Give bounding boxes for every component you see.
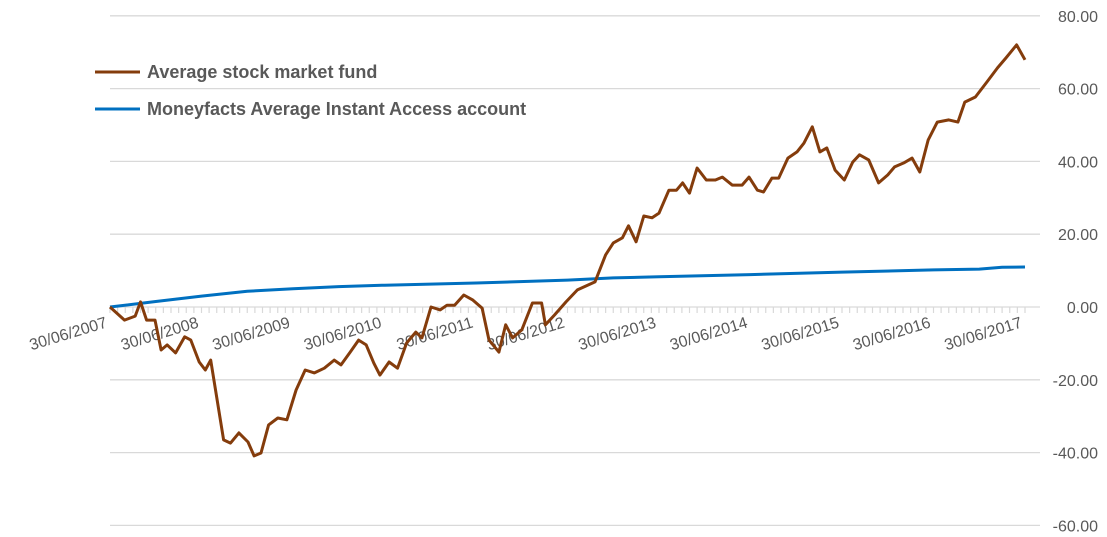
x-tick-label: 30/06/2015 bbox=[760, 315, 842, 355]
series-line-instant-access bbox=[109, 265, 1026, 309]
legend: Average stock market fund Moneyfacts Ave… bbox=[95, 62, 526, 119]
x-tick-label: 30/06/2007 bbox=[28, 315, 110, 355]
y-tick-label: -20.00 bbox=[1053, 373, 1098, 390]
x-tick-label: 30/06/2014 bbox=[668, 315, 750, 355]
legend-item-instant-access: Moneyfacts Average Instant Access accoun… bbox=[95, 99, 526, 119]
x-tick-label: 30/06/2016 bbox=[851, 315, 933, 355]
x-tick-label: 30/06/2017 bbox=[943, 315, 1025, 355]
y-axis: 80.00 60.00 40.00 20.00 0.00 -20.00 -40.00 -60.… bbox=[1053, 9, 1098, 536]
y-tick-label: 20.00 bbox=[1058, 227, 1098, 244]
y-tick-label: -40.00 bbox=[1053, 446, 1098, 463]
y-tick-label: 60.00 bbox=[1058, 82, 1098, 99]
y-tick-label: 40.00 bbox=[1058, 154, 1098, 171]
legend-label-stock-fund: Average stock market fund bbox=[147, 62, 377, 82]
x-tick-label: 30/06/2011 bbox=[395, 315, 476, 354]
legend-item-stock-fund: Average stock market fund bbox=[95, 62, 377, 82]
legend-label-instant-access: Moneyfacts Average Instant Access accoun… bbox=[147, 99, 526, 119]
series-line-stock-fund bbox=[108, 43, 1027, 458]
series-lines bbox=[108, 43, 1027, 458]
x-tick-label: 30/06/2010 bbox=[302, 315, 384, 355]
x-tick-label: 30/06/2013 bbox=[577, 315, 659, 355]
y-tick-label: 0.00 bbox=[1067, 300, 1098, 317]
y-tick-label: -60.00 bbox=[1053, 518, 1098, 535]
x-tick-label: 30/06/2009 bbox=[211, 315, 293, 355]
y-tick-label: 80.00 bbox=[1058, 9, 1098, 26]
